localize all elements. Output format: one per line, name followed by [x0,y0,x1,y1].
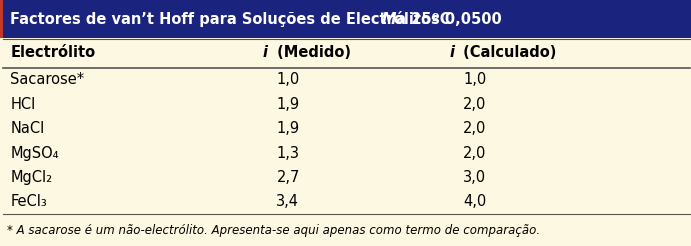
Text: MgCl₂: MgCl₂ [10,170,53,185]
Text: 4,0: 4,0 [463,194,486,209]
Text: i: i [449,46,454,60]
Text: 1,9: 1,9 [276,121,299,136]
Text: 3,0: 3,0 [463,170,486,185]
Text: Factores de van’t Hoff para Soluções de Electrólitos 0,0500: Factores de van’t Hoff para Soluções de … [10,11,507,27]
Text: * A sacarose é um não-electrólito. Apresenta-se aqui apenas como termo de compar: * A sacarose é um não-electrólito. Apres… [7,224,540,236]
Text: M: M [382,12,397,27]
Text: 2,7: 2,7 [276,170,300,185]
Text: NaCl: NaCl [10,121,45,136]
Text: FeCl₃: FeCl₃ [10,194,47,209]
Text: (Medido): (Medido) [272,46,350,60]
Text: 1,9: 1,9 [276,97,299,112]
Text: 3,4: 3,4 [276,194,299,209]
Text: i: i [263,46,267,60]
Text: 1,3: 1,3 [276,146,299,161]
Text: Electrólito: Electrólito [10,46,95,60]
Text: Sacarose*: Sacarose* [10,72,84,87]
Text: a 25ºC: a 25ºC [391,12,451,27]
Text: 2,0: 2,0 [463,146,486,161]
Text: MgSO₄: MgSO₄ [10,146,59,161]
Text: 1,0: 1,0 [276,72,300,87]
Text: 2,0: 2,0 [463,121,486,136]
Text: 2,0: 2,0 [463,97,486,112]
Text: 1,0: 1,0 [463,72,486,87]
Text: (Calculado): (Calculado) [458,46,556,60]
Text: HCl: HCl [10,97,36,112]
